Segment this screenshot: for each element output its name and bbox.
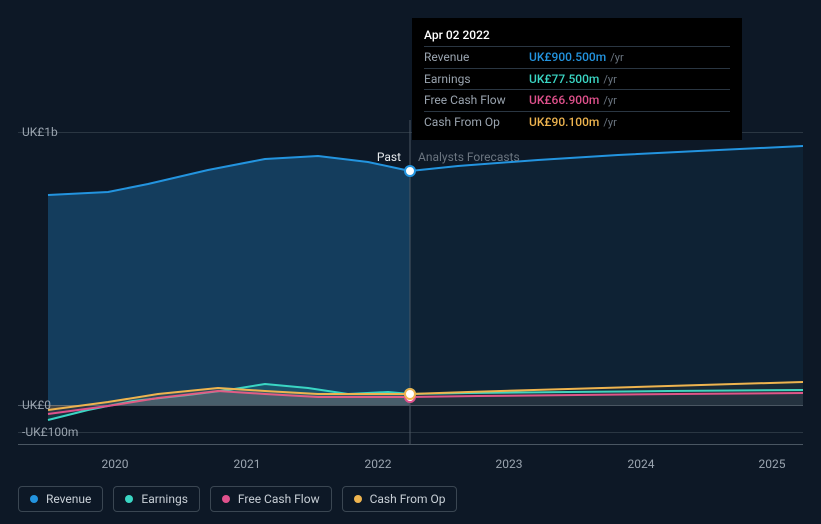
tooltip-value: UK£66.900m	[529, 91, 599, 109]
x-axis-label: 2020	[102, 457, 129, 471]
tooltip-label: Earnings	[424, 70, 529, 88]
tooltip-row: EarningsUK£77.500m/yr	[424, 68, 730, 90]
x-axis-label: 2023	[496, 457, 523, 471]
legend-label: Revenue	[46, 492, 91, 506]
legend-dot-icon	[222, 495, 230, 503]
tooltip-label: Free Cash Flow	[424, 91, 529, 109]
forecast-label: Analysts Forecasts	[418, 150, 520, 164]
chart-legend: Revenue Earnings Free Cash Flow Cash From O…	[18, 486, 457, 512]
tooltip-date: Apr 02 2022	[424, 26, 730, 44]
tooltip-row: RevenueUK£900.500m/yr	[424, 46, 730, 68]
y-axis-label: -UK£100m	[22, 425, 78, 439]
legend-label: Cash From Op	[370, 492, 446, 506]
x-axis-label: 2022	[365, 457, 392, 471]
legend-dot-icon	[125, 495, 133, 503]
legend-label: Free Cash Flow	[238, 492, 320, 506]
tooltip-unit: /yr	[610, 50, 623, 67]
y-axis-label: UK£1b	[22, 125, 58, 139]
legend-item[interactable]: Revenue	[18, 486, 103, 512]
legend-item[interactable]: Earnings	[113, 486, 200, 512]
x-axis-label: 2024	[628, 457, 655, 471]
legend-dot-icon	[354, 495, 362, 503]
tooltip-value: UK£900.500m	[529, 48, 606, 66]
tooltip-row: Cash From OpUK£90.100m/yr	[424, 111, 730, 133]
tooltip-value: UK£77.500m	[529, 70, 599, 88]
x-axis-label: 2021	[234, 457, 261, 471]
tooltip-unit: /yr	[603, 93, 616, 110]
legend-item[interactable]: Free Cash Flow	[210, 486, 332, 512]
chart-tooltip: Apr 02 2022 RevenueUK£900.500m/yrEarning…	[412, 18, 742, 140]
legend-dot-icon	[30, 495, 38, 503]
tooltip-unit: /yr	[603, 72, 616, 89]
financials-chart: UK£1b UK£0 -UK£100m 2020 2021 2022 2023 2024 20…	[0, 0, 821, 524]
tooltip-value: UK£90.100m	[529, 113, 599, 131]
x-axis-label: 2025	[759, 457, 786, 471]
tooltip-label: Cash From Op	[424, 113, 529, 131]
legend-item[interactable]: Cash From Op	[342, 486, 458, 512]
tooltip-label: Revenue	[424, 48, 529, 66]
legend-label: Earnings	[141, 492, 188, 506]
y-axis-label: UK£0	[22, 398, 51, 412]
tooltip-unit: /yr	[603, 115, 616, 132]
past-label: Past	[377, 150, 401, 164]
tooltip-row: Free Cash FlowUK£66.900m/yr	[424, 89, 730, 111]
